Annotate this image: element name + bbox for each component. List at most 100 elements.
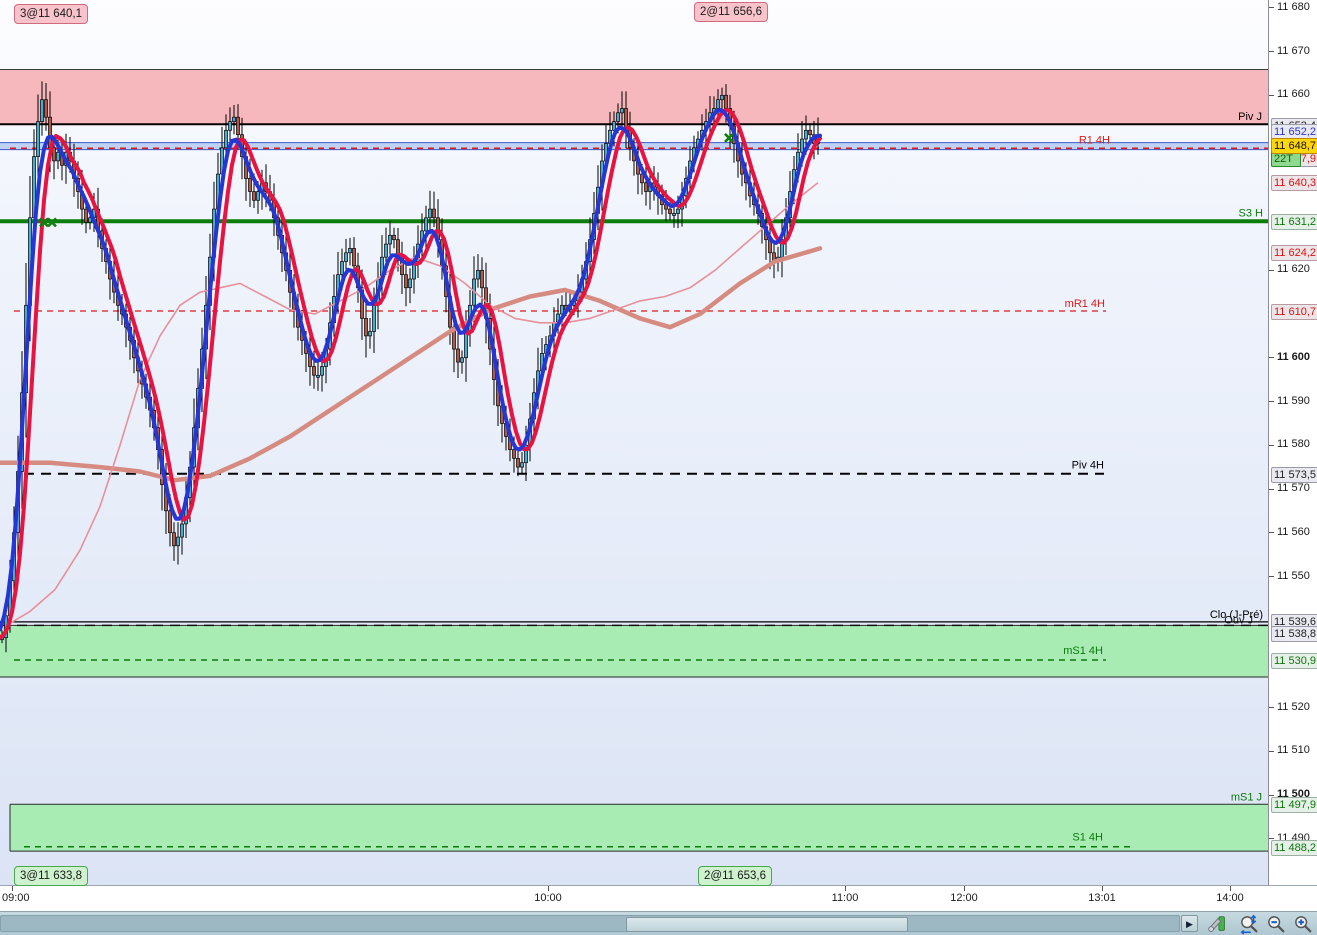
- axis-price-label: 11 640,3: [1271, 174, 1317, 191]
- s1-4h-zone: [10, 804, 1268, 852]
- candle: [392, 234, 396, 241]
- axis-price-label: 11 488,2: [1271, 839, 1317, 856]
- candle: [224, 129, 228, 149]
- chart-scrollbar-row: ▶: [0, 911, 1317, 935]
- ms1-4h-label: mS1 4H: [1063, 645, 1103, 657]
- piv-j-label: Piv J: [1238, 111, 1262, 123]
- axis-price-label: 11 624,2: [1271, 244, 1317, 261]
- order-label-sell[interactable]: 2@11 656,6: [694, 2, 768, 22]
- price-tick-label: 11 580: [1277, 438, 1310, 451]
- ms1-4h-zone: [0, 625, 1268, 677]
- scrollbar-thumb[interactable]: [626, 917, 908, 932]
- candle: [368, 331, 372, 337]
- clo-j-pre-label: Clo (J-Pré): [1210, 609, 1263, 621]
- price-tick-dash: [1269, 357, 1274, 359]
- candle: [384, 243, 388, 258]
- chart-settings-icon[interactable]: [1206, 913, 1230, 935]
- axis-price-label: 11 530,9: [1271, 652, 1317, 669]
- candle: [800, 138, 804, 153]
- blue-signal-curve: [0, 107, 822, 632]
- axis-price-label: 22T: [1271, 150, 1301, 167]
- time-tick-dash: [1102, 886, 1103, 891]
- candle: [456, 348, 460, 363]
- candle: [176, 536, 180, 547]
- price-axis[interactable]: 11 680 11 670 11 660 11 620 11 600 11 590 11 5…: [1268, 0, 1317, 885]
- candle: [724, 94, 728, 109]
- order-label-buy[interactable]: 2@11 653,6: [698, 866, 772, 886]
- price-tick-dash: [1269, 444, 1274, 446]
- price-tick-dash: [1269, 532, 1274, 534]
- candle: [252, 191, 256, 201]
- price-tick-dash: [1269, 94, 1274, 96]
- candle: [640, 173, 644, 184]
- time-tick-dash: [1230, 886, 1231, 891]
- candle: [404, 274, 408, 289]
- axis-price-label: 11 538,8: [1271, 625, 1317, 642]
- candle: [84, 208, 88, 223]
- candle: [432, 208, 436, 219]
- candle: [236, 116, 240, 136]
- candle: [676, 208, 680, 214]
- candle: [320, 366, 324, 376]
- candle: [428, 208, 432, 219]
- axis-price-label: 11 648,7: [1271, 137, 1317, 154]
- order-label-buy[interactable]: 3@11 633,8: [14, 866, 88, 886]
- candle: [256, 191, 260, 201]
- scroll-right-button[interactable]: ▶: [1181, 915, 1198, 932]
- candle: [388, 234, 392, 245]
- candle: [524, 444, 528, 464]
- slow-ma-line: [0, 246, 823, 483]
- candle: [56, 151, 60, 162]
- price-tick-label: 11 570: [1277, 482, 1310, 494]
- zoom-in-icon[interactable]: [1291, 913, 1315, 935]
- time-tick-label: 10:00: [534, 892, 562, 904]
- zoom-out-icon[interactable]: [1264, 913, 1288, 935]
- s3-h-label: S3 H: [1239, 207, 1264, 219]
- price-tick-dash: [1269, 750, 1274, 752]
- candle: [364, 318, 368, 337]
- candle: [232, 116, 236, 122]
- trade-marker-icon[interactable]: ✕: [38, 214, 50, 231]
- candle: [668, 208, 672, 214]
- price-tick-dash: [1269, 269, 1274, 271]
- candle: [620, 108, 624, 114]
- order-label-sell[interactable]: 3@11 640,1: [14, 4, 88, 24]
- candle: [44, 99, 48, 118]
- piv-4h-label: Piv 4H: [1072, 460, 1104, 472]
- price-tick-dash: [1269, 707, 1274, 709]
- price-tick-label: 11 600: [1277, 350, 1311, 363]
- red-signal-curve: [0, 108, 822, 640]
- time-tick-dash: [964, 886, 965, 891]
- time-tick-dash: [12, 886, 13, 891]
- trade-marker-icon[interactable]: ✕: [46, 214, 58, 231]
- price-tick-label: 11 670: [1277, 44, 1310, 57]
- candle: [352, 248, 356, 267]
- price-tick-label: 11 550: [1277, 569, 1310, 582]
- time-tick-label: 09:00: [2, 892, 30, 904]
- candle: [316, 374, 320, 378]
- time-tick-dash: [548, 886, 549, 891]
- time-tick-label: 13:01: [1088, 892, 1116, 904]
- price-tick-dash: [1269, 838, 1274, 840]
- candle: [720, 94, 724, 101]
- candle: [180, 523, 184, 538]
- price-tick-label: 11 590: [1277, 394, 1310, 407]
- candle: [612, 121, 616, 131]
- candle: [168, 510, 172, 534]
- price-tick-dash: [1269, 576, 1274, 577]
- price-tick-label: 11 660: [1277, 88, 1310, 101]
- time-axis[interactable]: 09:00 10:00 11:00 12:00 13:01 14:00: [0, 885, 1317, 911]
- price-tick-label: 11 520: [1277, 700, 1310, 713]
- price-chart-canvas[interactable]: Piv J R1 4H S3 H mR1 4H Piv 4H Clo (J-Pré)Ouv…: [0, 0, 1268, 885]
- candle: [348, 248, 352, 254]
- zoom-fit-icon[interactable]: [1237, 913, 1261, 935]
- trade-marker-icon[interactable]: ✕: [723, 130, 735, 147]
- candle: [408, 278, 412, 289]
- candle: [40, 99, 44, 122]
- ms1-j-label: mS1 J: [1231, 791, 1262, 803]
- axis-price-label: 11 610,7: [1271, 303, 1317, 320]
- candle: [644, 182, 648, 192]
- candle: [172, 532, 176, 547]
- scrollbar-track[interactable]: [0, 915, 1180, 932]
